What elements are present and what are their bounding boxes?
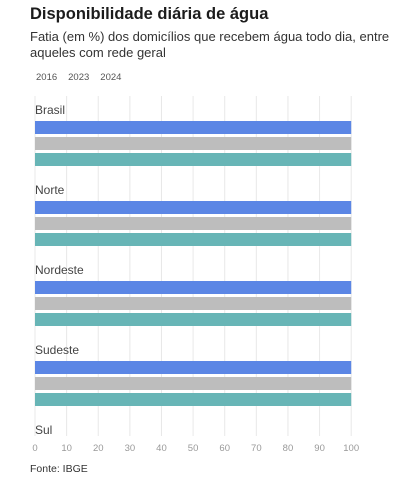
category-label-norte: Norte — [35, 183, 65, 197]
legend: 2016 2023 2024 — [36, 72, 121, 83]
legend-item-2016: 2016 — [36, 72, 58, 83]
x-tick-label-10: 10 — [61, 443, 72, 454]
bar-nordeste-2024 — [35, 313, 352, 326]
category-label-sul: Sul — [35, 423, 52, 437]
category-label-brasil: Brasil — [35, 103, 65, 117]
chart-title: Disponibilidade diária de água — [30, 5, 269, 23]
x-tick-label-90: 90 — [314, 443, 325, 454]
chart-subtitle: Fatia (em %) dos domicílios que recebem … — [30, 29, 390, 60]
bar-brasil-2016 — [35, 121, 352, 134]
bar-norte-2023 — [35, 217, 352, 230]
legend-item-2023: 2023 — [68, 72, 90, 83]
x-tick-label-30: 30 — [125, 443, 136, 454]
x-tick-label-80: 80 — [283, 443, 294, 454]
legend-item-2024: 2024 — [100, 72, 122, 83]
x-tick-label-50: 50 — [188, 443, 199, 454]
x-tick-label-40: 40 — [156, 443, 167, 454]
bar-norte-2016 — [35, 201, 352, 214]
x-tick-label-0: 0 — [32, 443, 37, 454]
source-note: Fonte: IBGE — [30, 463, 88, 475]
bar-sudeste-2023 — [35, 377, 352, 390]
x-tick-label-20: 20 — [93, 443, 104, 454]
bar-brasil-2023 — [35, 137, 352, 150]
x-tick-label-100: 100 — [343, 443, 359, 454]
x-tick-label-60: 60 — [219, 443, 230, 454]
x-tick-label-70: 70 — [251, 443, 262, 454]
bar-nordeste-2016 — [35, 281, 352, 294]
bar-norte-2024 — [35, 233, 352, 246]
bar-sudeste-2024 — [35, 393, 352, 406]
bar-brasil-2024 — [35, 153, 352, 166]
bar-sudeste-2016 — [35, 361, 352, 374]
category-label-nordeste: Nordeste — [35, 263, 84, 277]
bar-nordeste-2023 — [35, 297, 352, 310]
category-label-sudeste: Sudeste — [35, 343, 79, 357]
